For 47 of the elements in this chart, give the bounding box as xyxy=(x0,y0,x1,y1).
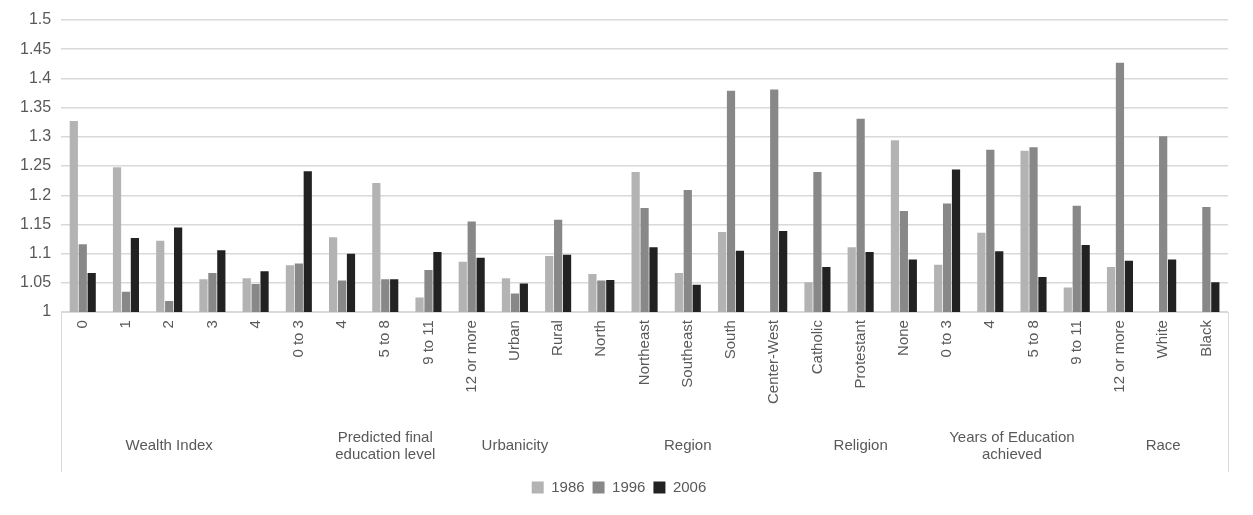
x-tick-label: None xyxy=(894,320,912,356)
y-tick-label: 1.05 xyxy=(20,273,52,291)
x-tick-label: Protestant xyxy=(850,319,868,389)
legend-label: 2006 xyxy=(672,477,707,495)
x-tick-label: 4 xyxy=(245,320,263,329)
text: Years of Education achieved xyxy=(949,427,1075,462)
legend-label: 1986 xyxy=(551,477,585,495)
annotation: Wealth Index xyxy=(125,436,214,454)
x-tick-label: 2 xyxy=(159,320,177,329)
x-tick-label: 12 or more xyxy=(1110,320,1128,393)
x-tick-label: Northeast xyxy=(634,319,652,386)
x-tick-label: 0 to 3 xyxy=(937,320,955,358)
x-tick-label: Black xyxy=(1196,319,1214,357)
x-tick-label: 3 xyxy=(202,320,220,329)
x-tick-label: 5 to 8 xyxy=(375,320,393,358)
annotation: Urbanicity xyxy=(481,436,549,454)
y-tick-label: 1.4 xyxy=(28,68,52,86)
y-tick-label: 1.15 xyxy=(20,214,52,232)
x-tick-label: Center-West xyxy=(764,319,782,405)
x-tick-label: North xyxy=(591,320,609,357)
x-tick-label: White xyxy=(1153,320,1171,359)
x-tick-label: Southeast xyxy=(677,319,695,388)
x-tick-label: 0 xyxy=(72,320,90,329)
x-tick-label: Catholic xyxy=(807,319,825,375)
annotation: Region xyxy=(664,436,712,454)
x-tick-label: South xyxy=(721,320,739,360)
x-tick-label: Rural xyxy=(548,320,566,356)
x-tick-label: 9 to 11 xyxy=(418,320,436,365)
y-tick-label: 1.5 xyxy=(28,10,52,28)
y-tick-label: 1.2 xyxy=(28,185,52,203)
legend-label: 1996 xyxy=(612,477,646,495)
x-tick-label: 9 to 11 xyxy=(1066,320,1084,365)
x-tick-label: 0 to 3 xyxy=(288,320,306,358)
x-tick-label: 12 or more xyxy=(461,320,479,393)
y-tick-label: 1.45 xyxy=(20,39,52,57)
x-tick-label: 1 xyxy=(116,320,134,329)
y-tick-label: 1.35 xyxy=(20,98,52,116)
annotation: Religion xyxy=(833,436,888,454)
y-tick-label: 1.1 xyxy=(28,244,52,262)
annotation: Race xyxy=(1145,436,1181,454)
y-tick-label: 1.3 xyxy=(28,127,52,145)
x-tick-label: Urban xyxy=(505,320,523,361)
x-tick-label: 4 xyxy=(332,320,350,329)
annotation: Predicted final education level xyxy=(335,427,436,462)
x-tick-label: 4 xyxy=(980,320,998,329)
x-tick-label: 5 to 8 xyxy=(1023,320,1041,358)
y-tick-label: 1.25 xyxy=(20,156,52,174)
